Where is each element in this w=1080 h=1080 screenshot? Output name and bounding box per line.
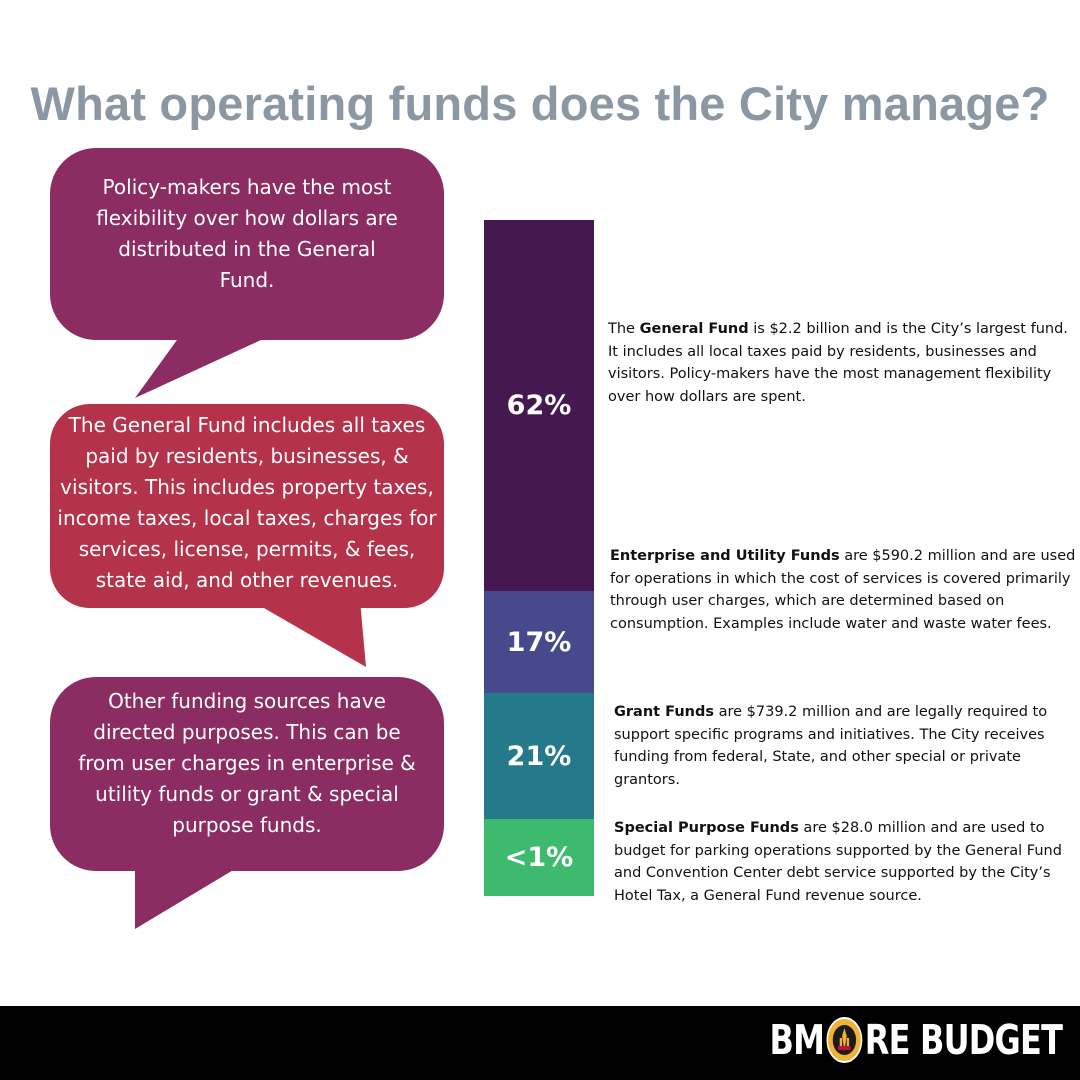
bar-segment-enterprise-and-utility-funds: 17%: [484, 591, 594, 694]
desc-grant-funds-bold: Grant Funds: [614, 704, 714, 720]
desc-enterprise-funds-bold: Enterprise and Utility Funds: [610, 548, 840, 564]
desc-general-fund-post: is $2.2 billion and is the City’s larges…: [608, 321, 1068, 405]
desc-general-fund: The General Fund is $2.2 billion and is …: [608, 318, 1078, 408]
bar-segment-label: 62%: [506, 390, 572, 422]
bar-segment-label: <1%: [504, 842, 574, 873]
bar-segment-label: 17%: [506, 626, 572, 658]
bubble-tail-1: [135, 322, 300, 398]
bar-segment-label: 21%: [506, 740, 572, 772]
speech-bubble-1: Policy-makers have the most flexibility …: [50, 148, 444, 340]
speech-bubble-1-text: Policy-makers have the most flexibility …: [96, 175, 398, 292]
desc-grant-funds: Grant Funds are $739.2 million and are l…: [614, 701, 1076, 791]
city-seal-icon: [826, 1017, 863, 1063]
stacked-bar: 62% 17% 21% <1%: [484, 220, 594, 896]
speech-bubble-2: The General Fund includes all taxes paid…: [50, 404, 444, 608]
desc-general-fund-pre: The: [608, 321, 640, 337]
bar-segment-special-purpose-funds: <1%: [484, 819, 594, 896]
brand-text-left: BM: [769, 1016, 825, 1064]
page-title: What operating funds does the City manag…: [30, 77, 1050, 130]
desc-enterprise-funds: Enterprise and Utility Funds are $590.2 …: [610, 545, 1080, 635]
bubble-tail-3: [135, 860, 250, 929]
bar-segment-grant-funds: 21%: [484, 693, 594, 819]
desc-grant-funds-post: are $739.2 million and are legally requi…: [614, 704, 1048, 788]
speech-bubble-3: Other funding sources have directed purp…: [50, 677, 444, 871]
brand-text-right: RE BUDGET: [864, 1016, 1063, 1064]
speech-bubble-3-text: Other funding sources have directed purp…: [78, 688, 416, 837]
desc-general-fund-bold: General Fund: [639, 321, 749, 337]
footer-bar: BM RE BUDGET: [0, 1006, 1080, 1080]
bmore-budget-logo: BM RE BUDGET: [769, 1016, 1062, 1064]
desc-special-purpose-funds-post: are $28.0 million and are used to budget…: [614, 820, 1062, 904]
desc-enterprise-funds-post: are $590.2 million and are used for oper…: [610, 548, 1076, 632]
bubble-tail-2: [250, 600, 366, 667]
speech-bubble-2-text: The General Fund includes all taxes paid…: [57, 413, 437, 592]
bar-segment-general-fund: 62%: [484, 220, 594, 592]
desc-special-purpose-funds-bold: Special Purpose Funds: [614, 820, 799, 836]
desc-special-purpose-funds: Special Purpose Funds are $28.0 million …: [614, 817, 1064, 907]
